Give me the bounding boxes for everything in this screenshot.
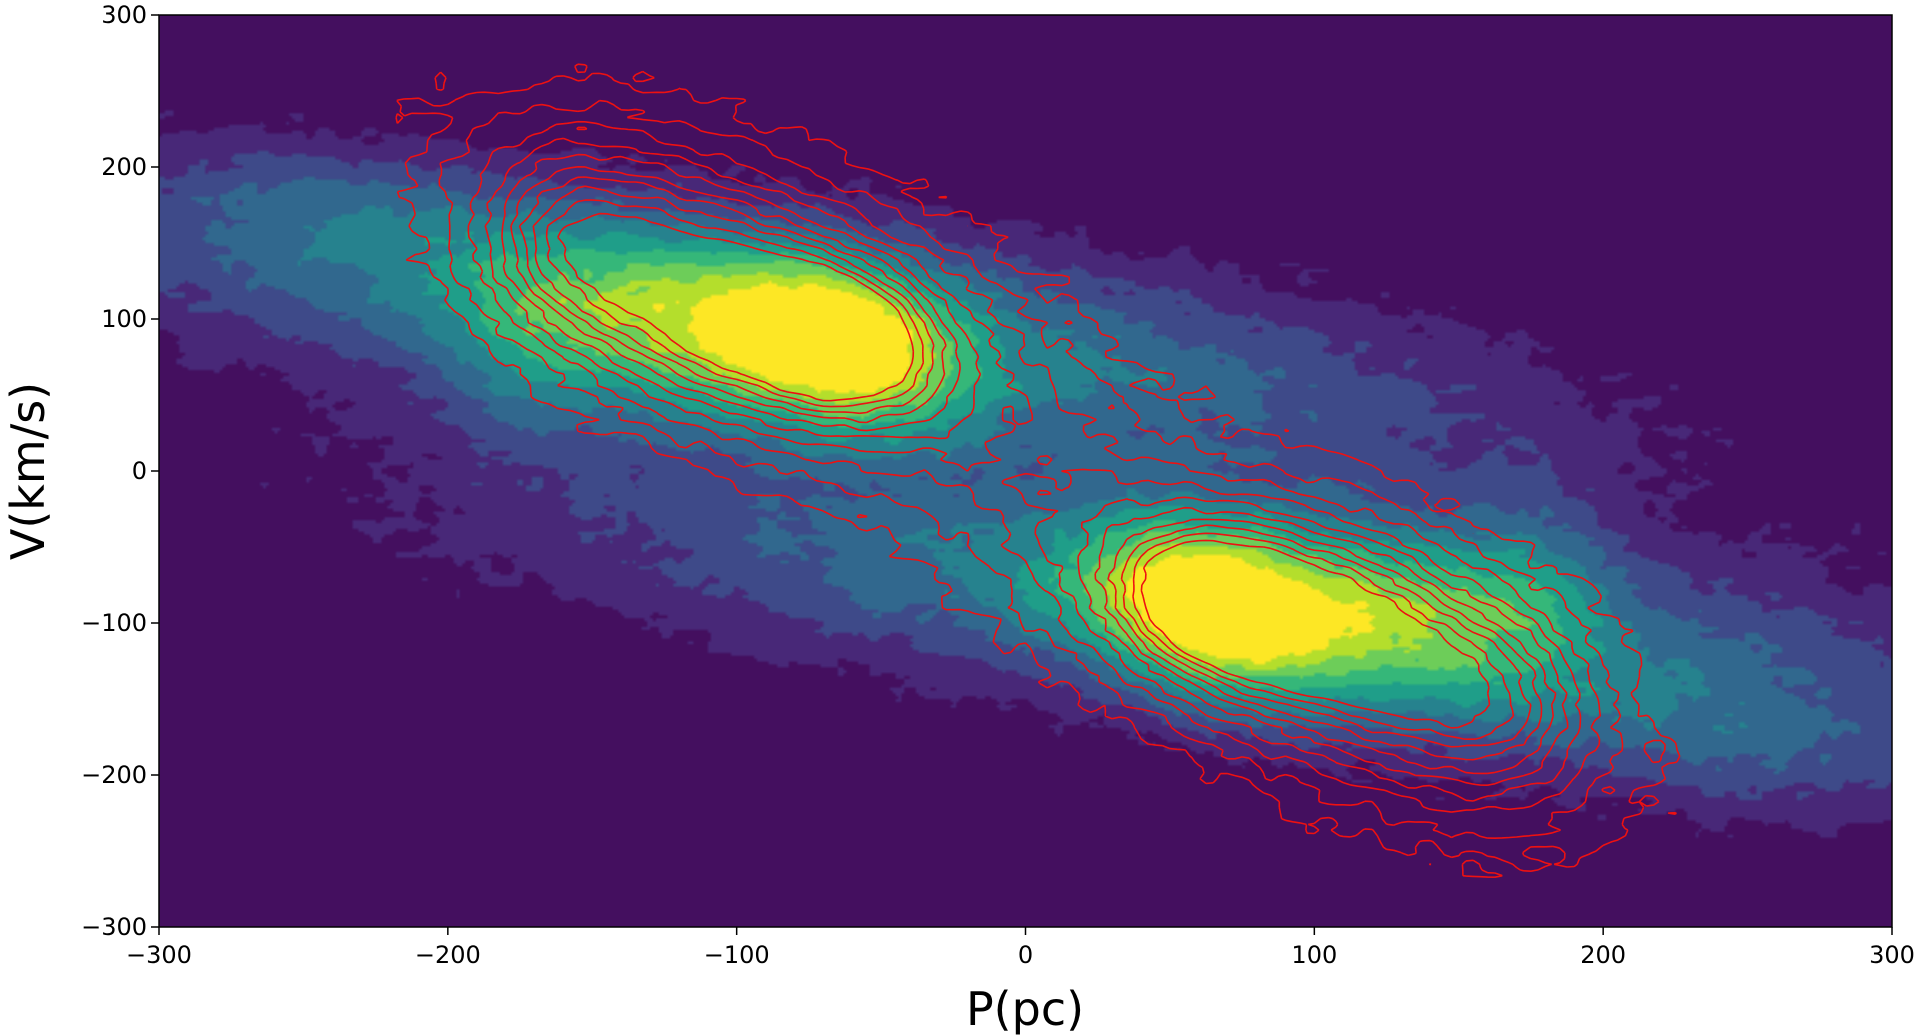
y-axis-ticks: −300 −200 −100 0 100 200 300 [81, 1, 159, 941]
x-tick-label: 100 [1291, 941, 1337, 969]
contour-line [395, 63, 1681, 878]
contour-lines [395, 63, 1681, 878]
contour-line [467, 120, 1602, 813]
y-tick-label: −200 [81, 761, 147, 789]
x-tick-label: −100 [704, 941, 770, 969]
x-tick-label: 0 [1018, 941, 1033, 969]
contour-line [545, 199, 1515, 740]
x-tick-label: −300 [126, 941, 192, 969]
contour-line [518, 176, 1543, 761]
contour-line [484, 137, 1582, 802]
contour-line [557, 212, 1491, 729]
y-axis-label: V(km/s) [1, 382, 55, 560]
x-tick-label: 300 [1869, 941, 1915, 969]
y-tick-label: 300 [101, 1, 147, 29]
x-tick-label: −200 [415, 941, 481, 969]
y-tick-label: 200 [101, 153, 147, 181]
y-tick-label: −100 [81, 609, 147, 637]
contour-line [532, 185, 1532, 748]
contour-line [438, 99, 1624, 839]
x-tick-label: 200 [1580, 941, 1626, 969]
heatmap-image [159, 15, 1892, 927]
y-tick-label: −300 [81, 913, 147, 941]
contour-line [510, 166, 1557, 775]
y-tick-label: 0 [132, 457, 147, 485]
x-axis-label: P(pc) [966, 982, 1084, 1036]
contour-line [501, 153, 1569, 786]
x-axis-ticks: −300 −200 −100 0 100 200 300 [126, 927, 1915, 969]
y-tick-label: 100 [101, 305, 147, 333]
